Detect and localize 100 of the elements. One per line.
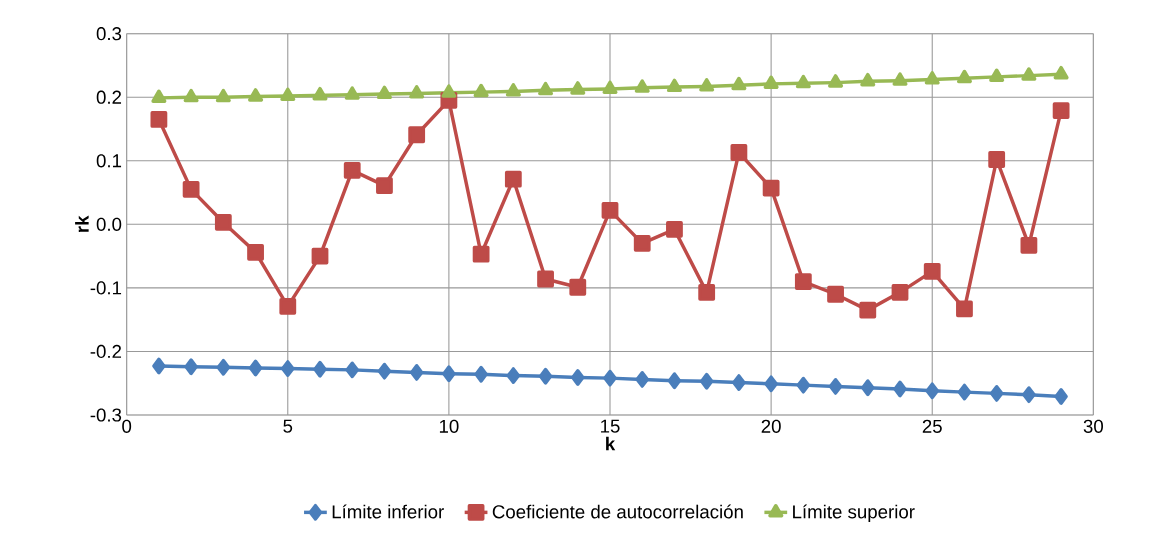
x-tick-label: 15 (601, 419, 620, 433)
point (311, 247, 329, 265)
point (667, 372, 682, 390)
x-tick-label: 30 (1083, 419, 1103, 433)
point (699, 78, 715, 92)
x-tick-label: 5 (283, 419, 293, 433)
legend-label: Coeficiente de autocorrelación (492, 504, 743, 519)
point (182, 180, 200, 198)
point (732, 374, 746, 391)
point (441, 84, 457, 98)
point (151, 89, 167, 103)
y-axis-title: rk (75, 215, 89, 232)
x-tick-label: 25 (922, 419, 942, 433)
point (345, 361, 359, 379)
point (570, 81, 586, 95)
point (343, 161, 361, 179)
y-tick-label: -0.3 (90, 408, 122, 422)
point (150, 111, 168, 128)
point (762, 179, 780, 197)
point (506, 367, 521, 384)
point (603, 369, 617, 387)
y-tick-label: 0.2 (96, 90, 122, 104)
point (214, 214, 232, 231)
point (280, 87, 296, 102)
point (891, 283, 909, 301)
x-axis-title: k (606, 436, 616, 451)
y-tick-label: 0.0 (96, 217, 122, 231)
point (828, 377, 843, 395)
point (828, 74, 844, 88)
y-tick-label: 0.3 (96, 27, 122, 41)
point (892, 72, 908, 86)
point (505, 83, 521, 97)
point (957, 383, 972, 401)
point (408, 126, 426, 144)
point (956, 300, 973, 318)
point (279, 297, 297, 315)
point (893, 380, 907, 398)
point (569, 278, 587, 296)
point (313, 360, 327, 378)
point (730, 144, 748, 161)
point (1022, 386, 1036, 404)
point (504, 170, 522, 188)
point (376, 85, 392, 100)
point (731, 76, 747, 91)
point (409, 364, 424, 381)
point (925, 382, 939, 400)
point (1052, 102, 1070, 119)
point (152, 357, 166, 375)
point (666, 221, 683, 238)
point (312, 86, 328, 101)
point (248, 88, 264, 102)
point (633, 234, 651, 252)
point (634, 79, 650, 93)
point (827, 285, 844, 303)
point (989, 68, 1005, 82)
point (1054, 388, 1068, 405)
x-tick-label: 10 (439, 419, 459, 433)
point (538, 367, 553, 385)
y-tick-label: -0.1 (90, 281, 122, 295)
point (988, 151, 1006, 168)
point (635, 371, 649, 388)
point (763, 75, 779, 89)
point (281, 360, 295, 378)
point (537, 270, 554, 288)
point (1053, 65, 1069, 80)
point (924, 71, 940, 85)
point (860, 72, 876, 87)
point (442, 365, 456, 383)
point (376, 177, 393, 194)
y-tick-label: 0.1 (96, 154, 122, 168)
point (472, 245, 490, 263)
point (601, 201, 619, 219)
point (216, 358, 231, 376)
point (795, 74, 811, 89)
point (183, 88, 199, 103)
point (409, 85, 425, 99)
point (1021, 67, 1037, 81)
point (698, 283, 716, 301)
point (699, 372, 714, 390)
point (474, 365, 488, 383)
point (956, 69, 972, 84)
point (344, 86, 360, 100)
point (247, 243, 264, 261)
point (989, 384, 1004, 402)
point (764, 375, 778, 393)
point (538, 81, 554, 96)
point (666, 78, 682, 93)
x-tick-label: 20 (761, 419, 781, 433)
x-tick-label: 0 (122, 419, 132, 433)
y-tick-label: -0.2 (90, 344, 122, 359)
point (796, 376, 811, 394)
point (377, 362, 392, 380)
point (794, 273, 812, 290)
point (859, 301, 877, 319)
point (473, 83, 489, 98)
point (248, 359, 263, 377)
point (923, 262, 941, 280)
point (861, 379, 875, 397)
point (1020, 236, 1038, 254)
legend-label: Límite superior (793, 504, 915, 523)
